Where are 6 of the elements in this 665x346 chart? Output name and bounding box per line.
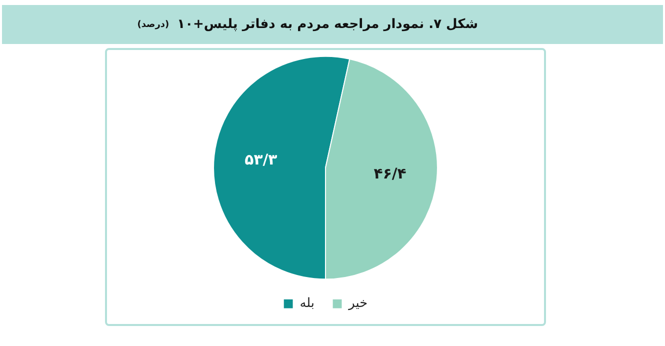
data-label: ۴۶/۴ bbox=[374, 166, 406, 183]
legend-label: بله bbox=[300, 296, 314, 312]
chart-title: شکل ۷. نمودار مراجعه مردم به دفاتر پلیس+۱۰ bbox=[177, 17, 478, 32]
legend-label: خیر bbox=[348, 296, 368, 312]
chart-subtitle: (درصد) bbox=[137, 20, 170, 30]
data-label: ۵۳/۳ bbox=[244, 152, 278, 169]
